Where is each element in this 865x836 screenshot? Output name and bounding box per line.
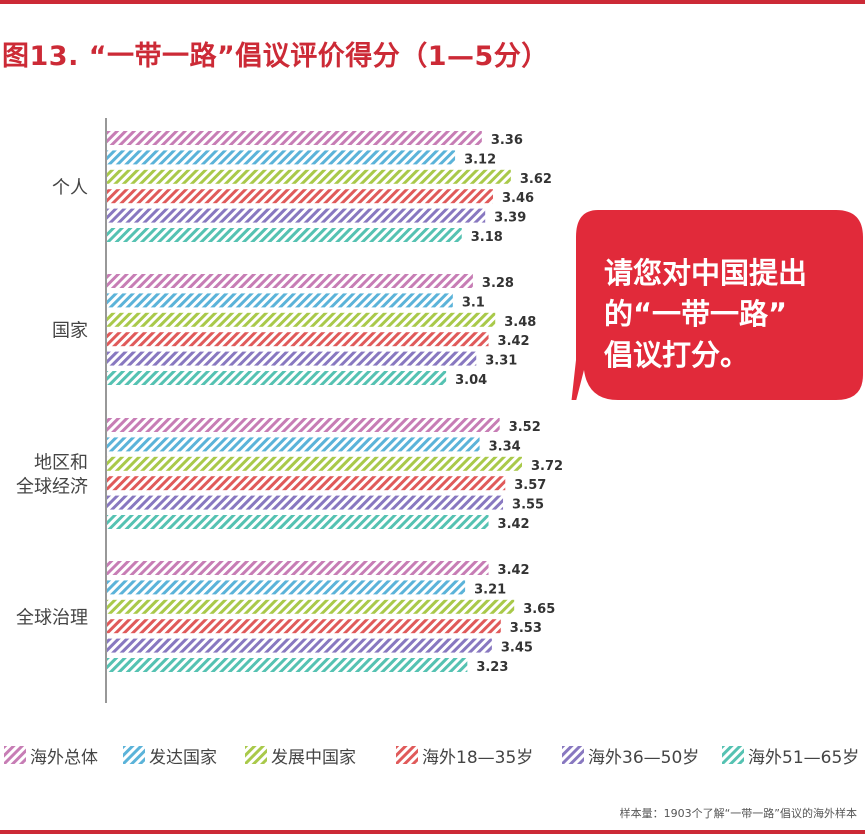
data-label: 3.52 xyxy=(509,420,541,435)
legend-label: 发达国家 xyxy=(149,747,217,768)
data-label: 3.31 xyxy=(485,354,517,369)
category-label: 全球治理 xyxy=(16,608,88,629)
bar xyxy=(107,189,493,204)
bar xyxy=(107,495,504,510)
legend-item: 海外总体 xyxy=(4,740,98,770)
bar xyxy=(107,169,511,184)
legend-swatch xyxy=(396,746,418,764)
data-label: 3.46 xyxy=(502,191,534,206)
bar xyxy=(107,312,496,327)
bar xyxy=(107,208,486,223)
bar xyxy=(107,437,480,452)
data-label: 3.1 xyxy=(462,295,485,310)
category-label: 地区和 xyxy=(34,453,88,474)
data-label: 3.55 xyxy=(512,498,544,513)
data-label: 3.62 xyxy=(520,172,552,187)
sample-size-note: 样本量：1903个了解“一带一路”倡议的海外样本 xyxy=(619,807,857,820)
data-label: 3.04 xyxy=(455,373,487,388)
data-label: 3.42 xyxy=(498,563,530,578)
chart-title: 图13. “一带一路”倡议评价得分（1—5分） xyxy=(2,41,549,72)
bar xyxy=(107,599,515,614)
legend-swatch xyxy=(562,746,584,764)
chart-legend: 海外总体 发达国家 发展中国家 海外18—35岁 海外36—50岁 海外51—65岁 xyxy=(0,740,865,770)
callout-text: 请您对中国提出 的“一带一路” 倡议打分。 xyxy=(604,253,854,376)
callout-line: 的“一带一路” xyxy=(604,297,788,331)
data-label: 3.18 xyxy=(471,230,503,245)
data-label: 3.28 xyxy=(482,276,514,291)
data-label: 3.12 xyxy=(464,152,496,167)
bar xyxy=(107,351,477,366)
legend-swatch xyxy=(245,746,267,764)
legend-label: 海外总体 xyxy=(30,747,98,768)
category-label: 国家 xyxy=(52,321,88,342)
data-label: 3.23 xyxy=(476,660,508,675)
bar xyxy=(107,561,489,575)
data-label: 3.48 xyxy=(504,315,536,330)
legend-item: 海外36—50岁 xyxy=(562,740,699,770)
bar xyxy=(107,456,522,471)
data-label: 3.42 xyxy=(498,517,530,532)
callout-bubble xyxy=(571,210,863,400)
category-label: 个人 xyxy=(52,178,88,199)
top-accent-line xyxy=(0,0,865,4)
bar xyxy=(107,418,500,432)
legend-swatch xyxy=(4,746,26,764)
data-label: 3.72 xyxy=(531,459,563,474)
bar-chart: 3.36 3.12 3.62 3.46 3.39 3.18 3.28 3.1 3.48 3.42 3… xyxy=(16,118,563,703)
data-label: 3.34 xyxy=(489,439,521,454)
bar xyxy=(107,580,466,595)
bar xyxy=(107,658,468,672)
legend-item: 海外51—65岁 xyxy=(722,740,859,770)
bar xyxy=(107,476,506,491)
bar xyxy=(107,131,482,145)
data-label: 3.39 xyxy=(494,211,526,226)
legend-item: 发展中国家 xyxy=(245,740,356,770)
data-label: 3.36 xyxy=(491,133,523,148)
legend-swatch xyxy=(123,746,145,764)
category-label: 全球经济 xyxy=(16,477,88,498)
legend-label: 海外51—65岁 xyxy=(748,747,860,768)
bottom-accent-line xyxy=(0,830,865,834)
data-label: 3.53 xyxy=(510,621,542,636)
data-label: 3.57 xyxy=(514,478,546,493)
callout-line: 请您对中国提出 xyxy=(604,256,808,290)
data-label: 3.21 xyxy=(474,582,506,597)
legend-label: 海外18—35岁 xyxy=(422,747,534,768)
legend-item: 发达国家 xyxy=(123,740,217,770)
bar xyxy=(107,293,453,308)
bar xyxy=(107,619,501,634)
bar xyxy=(107,228,462,242)
legend-swatch xyxy=(722,746,744,764)
legend-label: 发展中国家 xyxy=(271,747,356,768)
bar xyxy=(107,332,489,347)
data-label: 3.65 xyxy=(523,602,555,617)
legend-label: 海外36—50岁 xyxy=(588,747,700,768)
bar xyxy=(107,150,456,165)
callout-line: 倡议打分。 xyxy=(604,338,750,372)
data-label: 3.45 xyxy=(501,641,533,656)
bar xyxy=(107,371,447,385)
legend-item: 海外18—35岁 xyxy=(396,740,533,770)
bar xyxy=(107,515,489,529)
bar xyxy=(107,274,473,288)
data-label: 3.42 xyxy=(498,334,530,349)
bar xyxy=(107,638,492,653)
